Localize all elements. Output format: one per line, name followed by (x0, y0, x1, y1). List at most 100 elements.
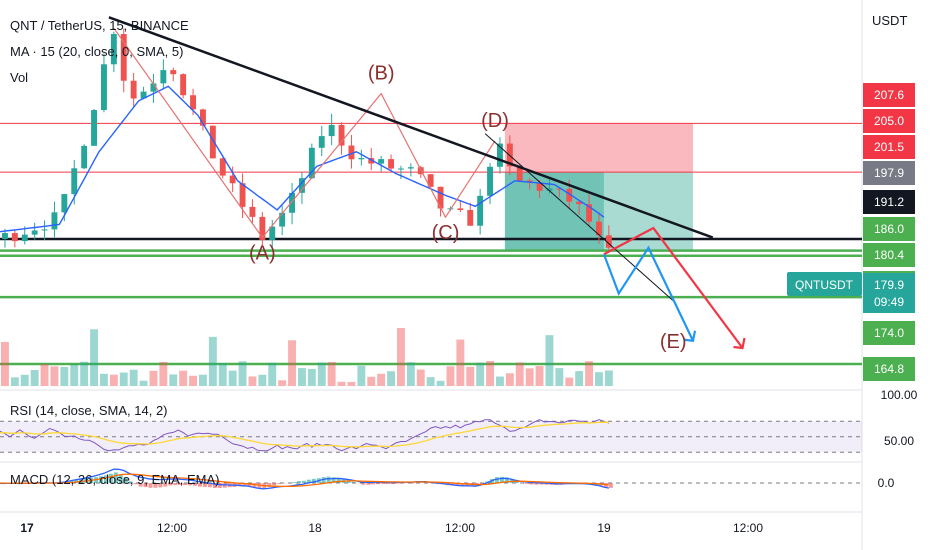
volume-bar (327, 362, 336, 386)
price-tag-value: 197.9 (874, 166, 904, 180)
wave-label: (C) (432, 222, 460, 244)
macd-histogram-bar (123, 477, 128, 483)
price-tag-bg (863, 83, 915, 107)
volume-bar (357, 365, 366, 386)
candle-body (190, 95, 196, 110)
candle-body (328, 124, 335, 137)
rsi-tick-label: 50.00 (884, 434, 914, 448)
candle-body (586, 204, 592, 222)
price-axis-tag: 201.5 (863, 135, 915, 159)
volume-bar (397, 327, 405, 386)
volume-bar (575, 371, 584, 386)
macd-legend: MACD (12, 26, close, 9, EMA, EMA) (10, 472, 220, 487)
volume-bar (496, 376, 504, 386)
candle-body (150, 83, 157, 92)
macd-histogram-bar (366, 483, 371, 485)
macd-histogram-bar (168, 483, 173, 486)
price-tag-bg (863, 217, 915, 241)
price-axis-tag: 207.6 (863, 83, 915, 107)
ma-legend: MA · 15 (20, close, 0, SMA, 5) (10, 44, 184, 59)
candle-body (338, 124, 345, 146)
price-axis-tag: 191.2 (863, 190, 915, 214)
candle-body (596, 221, 602, 236)
volume-bar (298, 368, 306, 386)
descending-trendline[interactable] (108, 16, 714, 239)
macd-histogram-bar (480, 483, 485, 485)
candle-body (120, 34, 127, 81)
volume-bar (70, 364, 79, 386)
macd-histogram-bar (376, 483, 381, 485)
volume-bar (377, 373, 386, 386)
price-axis-tag: 205.0 (863, 109, 915, 133)
macd-histogram-bar (336, 477, 341, 483)
projection-red-arrowhead (733, 337, 746, 350)
price-tag-value: 180.4 (874, 248, 904, 262)
volume-bar (80, 361, 89, 386)
macd-histogram-bar (158, 483, 163, 488)
price-tag-value: 205.0 (874, 114, 904, 128)
macd-tick-label: 0.0 (878, 476, 895, 490)
candle-body (209, 125, 216, 159)
volume-bar (307, 368, 316, 386)
macd-histogram-bar (524, 483, 529, 484)
volume-bar (179, 370, 188, 386)
price-tag-bg (863, 357, 915, 381)
price-tag-value: 164.8 (874, 362, 904, 376)
price-tag-bg (863, 135, 915, 159)
volume-bar (20, 374, 29, 386)
macd-histogram-bar (178, 483, 183, 485)
macd-histogram-bar (381, 483, 386, 484)
price-axis-tag: 164.8 (863, 357, 915, 381)
currency-label: USDT (872, 13, 908, 28)
projection-blue[interactable] (602, 245, 694, 342)
volume-bar (446, 366, 455, 386)
candle-body (239, 183, 246, 207)
price-tag-value: 186.0 (874, 222, 904, 236)
volume-bar (100, 373, 108, 386)
macd-histogram-bar (118, 474, 123, 483)
macd-histogram-bar (153, 483, 158, 488)
macd-histogram-bar (455, 483, 460, 487)
macd-histogram-bar (504, 477, 509, 483)
symbol-tag-text: QNTUSDT (795, 278, 854, 292)
candle-body (130, 80, 137, 99)
volume-bar (40, 364, 49, 386)
candle-body (259, 216, 266, 240)
volume-bar (416, 369, 425, 386)
rsi-ma-line (0, 421, 609, 448)
volume-bar (436, 380, 445, 386)
volume-bar (218, 363, 227, 386)
candle-body (71, 168, 78, 195)
candle-body (378, 159, 385, 164)
candle-body (407, 167, 414, 169)
volume-bar (268, 362, 277, 386)
macd-histogram-bar (103, 475, 108, 483)
macd-line (0, 468, 610, 490)
inner-trendline[interactable] (484, 133, 674, 302)
candle-body (11, 233, 18, 242)
time-tick-label: 12:00 (733, 521, 763, 535)
price-tag-bg (863, 190, 915, 214)
macd-histogram-bar (198, 483, 202, 487)
time-tick-label: 12:00 (445, 521, 475, 535)
macd-histogram-bar (217, 483, 222, 489)
volume-bar (50, 366, 59, 386)
volume-bar (505, 373, 514, 386)
candle-body (249, 206, 256, 217)
wave-zigzag (113, 27, 496, 239)
price-axis-tag: 174.0 (863, 321, 915, 345)
macd-histogram-bar (430, 483, 435, 484)
candle-body (91, 110, 97, 146)
volume-bar (60, 366, 69, 386)
position-stop-zone[interactable] (504, 123, 693, 173)
price-tag-bg (863, 273, 915, 313)
candle-body (289, 192, 295, 213)
projection-red[interactable] (603, 226, 744, 349)
price-tag-value: 191.2 (874, 195, 904, 209)
price-tag-value: 207.6 (874, 88, 904, 102)
macd-histogram-bar (331, 477, 336, 483)
price-axis-tag: 179.9 09:49 (863, 273, 915, 313)
rsi-legend: RSI (14, close, SMA, 14, 2) (10, 403, 168, 418)
